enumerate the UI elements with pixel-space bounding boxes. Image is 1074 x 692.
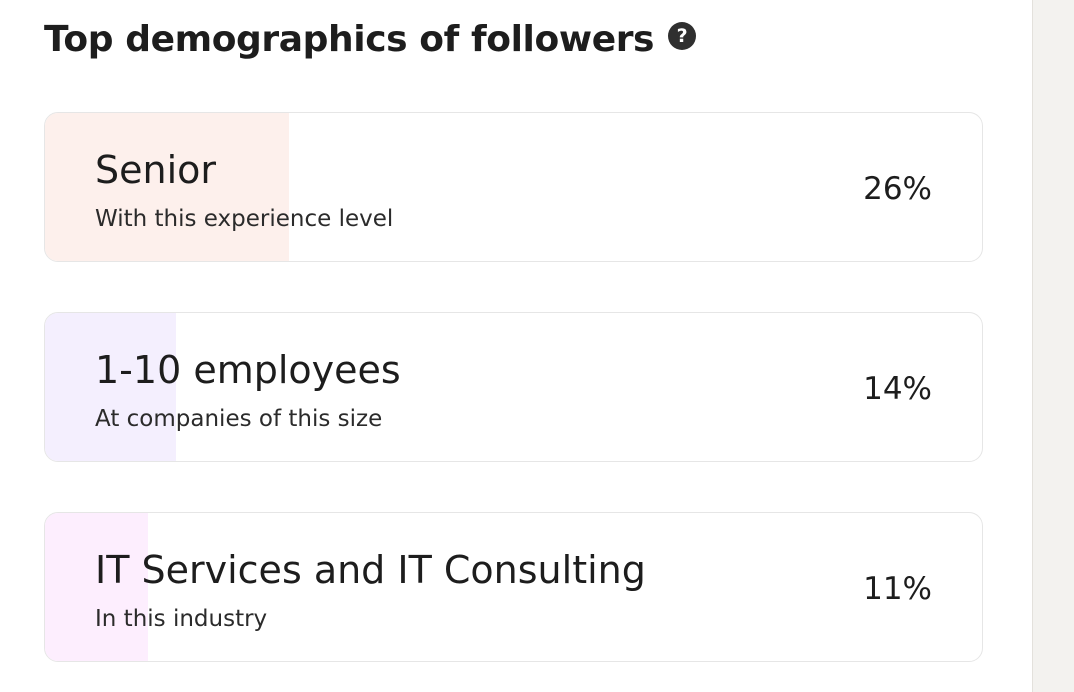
demographic-label: Senior [95, 148, 217, 192]
demographic-percent: 14% [863, 371, 932, 407]
demographic-card-company-size: 1-10 employees At companies of this size… [44, 312, 983, 462]
demographic-percent: 26% [863, 171, 932, 207]
demographic-description: In this industry [95, 606, 268, 632]
question-circle-icon[interactable]: ? [668, 22, 697, 50]
percent-bar-fill [45, 313, 177, 461]
demographic-description: With this experience level [95, 206, 394, 232]
percent-bar-fill [45, 113, 289, 261]
percent-bar-fill [45, 513, 149, 661]
demographic-percent: 11% [863, 571, 932, 607]
section-title: Top demographics of followers [44, 19, 655, 60]
demographic-card-industry: IT Services and IT Consulting In this in… [44, 512, 983, 662]
demographic-label: IT Services and IT Consulting [95, 548, 646, 592]
right-gutter [1032, 0, 1074, 692]
demographic-description: At companies of this size [95, 406, 383, 432]
section-header: Top demographics of followers ? [44, 14, 697, 66]
demographics-panel: Top demographics of followers ? Senior W… [44, 14, 983, 662]
demographic-card-experience: Senior With this experience level 26% [44, 112, 983, 262]
demographic-label: 1-10 employees [95, 348, 401, 392]
